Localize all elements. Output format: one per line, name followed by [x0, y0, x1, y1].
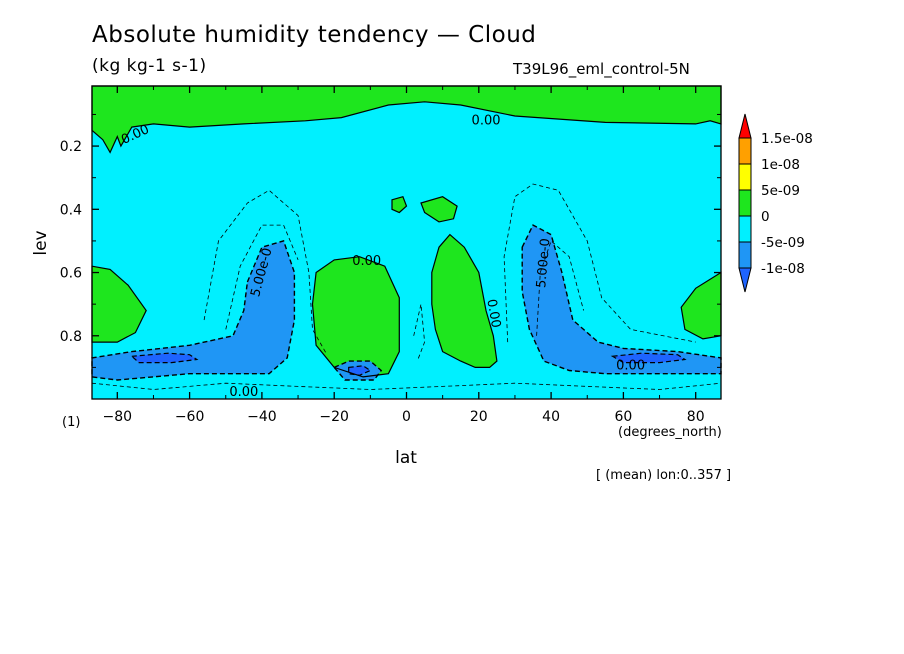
contour-line-aux-0 [203, 189, 328, 355]
contour-line-aux-5 [413, 304, 426, 362]
contour-line-aux-3 [536, 240, 584, 336]
chart-units-subtitle: (kg kg-1 s-1) [92, 56, 207, 76]
colorbar-segment-5 [738, 241, 752, 269]
contour-label-5: 0.00 [229, 385, 258, 400]
y-axis-label: lev [31, 230, 51, 255]
x-axis-label: lat [395, 448, 417, 468]
y-tick-label-0.2: 0.2 [60, 139, 82, 155]
averaging-note: [ (mean) lon:0..357 ] [596, 468, 732, 483]
region-sh-midlat-core [131, 353, 197, 363]
colorbar-bottom-extend [738, 267, 752, 293]
colorbar-segment-3 [738, 189, 752, 217]
region-sh-polar-positive [92, 266, 147, 343]
y-tick-label-0.6: 0.6 [60, 266, 82, 282]
x-tick-label--80: −80 [103, 409, 133, 425]
contour-line-aux-4 [91, 382, 722, 390]
x-tick-label--40: −40 [247, 409, 277, 425]
region-nh-subtropical-positive [431, 234, 497, 368]
colorbar-label-2: 5e-09 [761, 183, 800, 199]
colorbar-label-1: 1e-08 [761, 157, 800, 173]
y-axis: 0.2 0.4 0.6 0.8 [60, 113, 721, 368]
colorbar-label-0: 1.5e-08 [761, 131, 813, 147]
contour-upper-positive-band [91, 85, 722, 154]
contour-label-7: 5.00e-0 [534, 238, 553, 289]
region-upper-positive-band [92, 86, 721, 153]
x-tick-label-20: 20 [470, 409, 488, 425]
contour-sh-subtropical-positive [311, 256, 400, 378]
contour-label-3: 0.00 [483, 298, 503, 329]
contour-line-aux-1 [225, 224, 299, 330]
x-tick-label-40: 40 [542, 409, 560, 425]
chart-title: Absolute humidity tendency — Cloud [92, 22, 537, 48]
region-sh-subtropical-positive [312, 256, 400, 377]
colorbar-label-4: -5e-09 [761, 235, 805, 251]
x-tick-label-80: 80 [687, 409, 705, 425]
region-nh-midlat-negative [522, 225, 721, 374]
colorbar-segment-1 [738, 137, 752, 165]
region-sh-midlat-negative [92, 240, 295, 380]
figure-label: (1) [62, 415, 81, 430]
contour-equator-small-positive [391, 195, 408, 214]
colorbar: 1.5e-08 1e-08 5e-09 0 -5e-09 -1e-08 [738, 113, 813, 293]
contour-sh-polar-positive [91, 265, 147, 343]
colorbar-top-extend [738, 113, 752, 139]
contour-tropics-negative [333, 360, 383, 381]
contour-label-0: 0.00 [472, 113, 501, 128]
colorbar-label-5: -1e-08 [761, 261, 805, 277]
contour-sh-midlat-core [130, 352, 199, 364]
x-tick-label-60: 60 [614, 409, 632, 425]
region-nh-polar-positive [681, 272, 721, 339]
contour-tropics-core [348, 365, 372, 376]
x-tick-label--60: −60 [175, 409, 205, 425]
y-tick-label-0.4: 0.4 [60, 202, 82, 218]
run-name: T39L96_eml_control-5N [513, 60, 690, 78]
colorbar-label-3: 0 [761, 209, 770, 225]
region-nh-midlat-core [612, 353, 685, 363]
x-tick-label-0: 0 [402, 409, 411, 425]
contour-fills [92, 86, 721, 399]
colorbar-segment-2 [738, 163, 752, 191]
region-tropics-core [348, 365, 371, 376]
contour-nh-midlat-core [610, 352, 687, 364]
colorbar-segment-4 [738, 215, 752, 243]
contour-label-2: 0.00 [352, 254, 381, 269]
x-axis: −80 −60 −40 −20 0 20 40 60 80 [103, 86, 705, 425]
contour-nh-subtropical-positive [431, 233, 498, 368]
contour-sh-midlat-negative [91, 240, 296, 381]
y-tick-label-0.8: 0.8 [60, 329, 82, 345]
contour-nh-small-positive [420, 196, 458, 223]
x-tick-label--20: −20 [319, 409, 349, 425]
x-axis-units: (degrees_north) [618, 425, 722, 440]
contour-label-4: 0.00 [616, 358, 645, 373]
contour-line-aux-2 [503, 183, 696, 343]
